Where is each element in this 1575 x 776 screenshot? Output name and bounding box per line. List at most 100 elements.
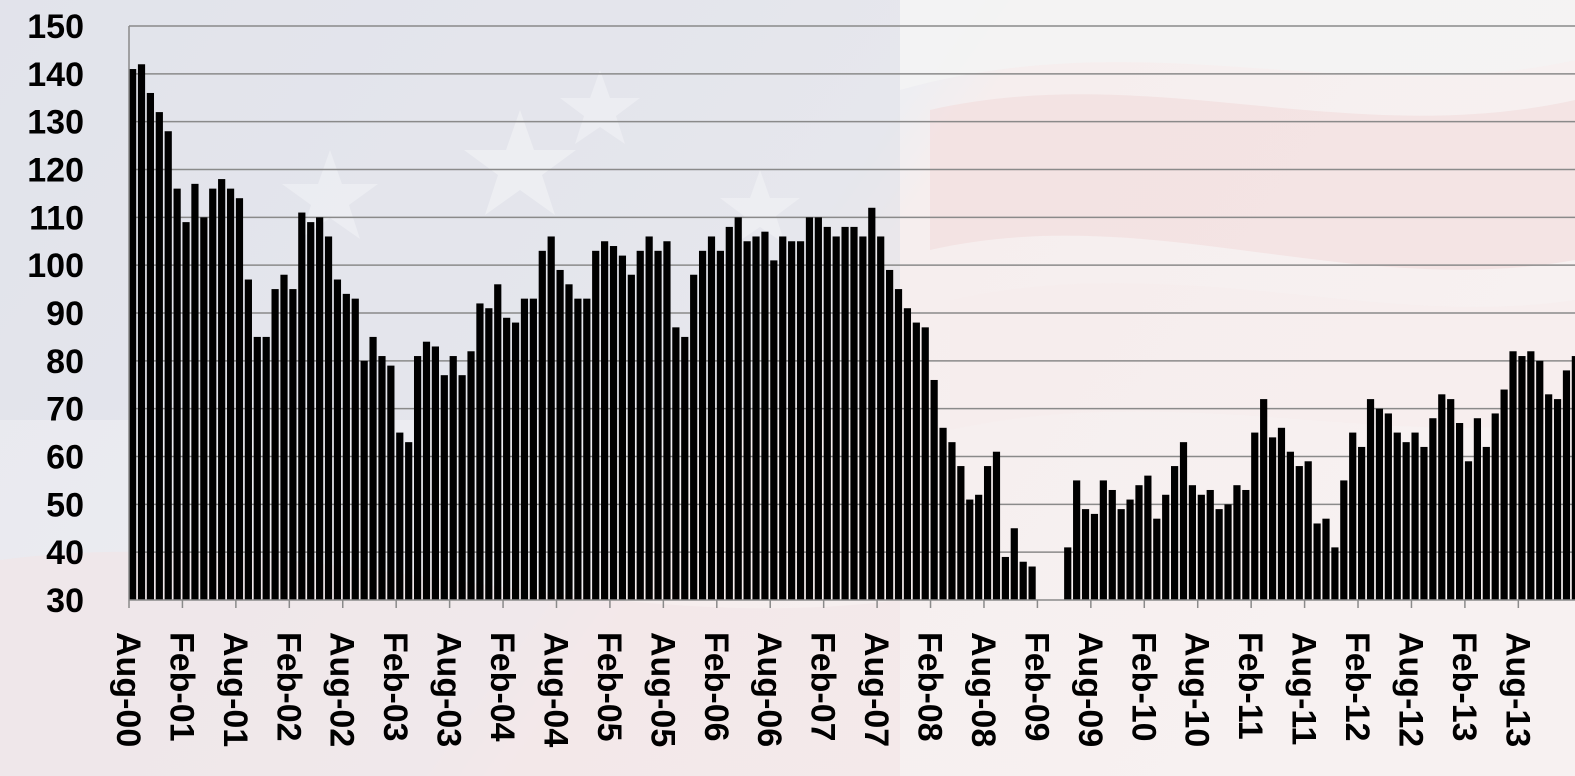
bar	[146, 92, 155, 600]
bar	[752, 236, 760, 600]
bar	[342, 293, 350, 600]
bar	[1242, 489, 1250, 600]
bar	[387, 365, 395, 600]
bar	[592, 250, 600, 600]
x-tick-label: Aug-07	[857, 632, 895, 747]
bar	[645, 236, 653, 600]
bar	[1545, 394, 1553, 600]
bar	[1455, 423, 1464, 600]
bar	[556, 269, 564, 600]
bar	[1019, 561, 1027, 600]
bar	[1438, 394, 1446, 600]
bar	[271, 289, 279, 600]
bar	[351, 298, 359, 600]
bar	[226, 188, 235, 600]
x-tick-label: Feb-03	[376, 632, 414, 742]
bar	[859, 236, 867, 600]
bar	[235, 198, 244, 600]
bar	[1482, 446, 1490, 600]
bars	[129, 64, 1575, 601]
bar	[1518, 356, 1526, 600]
bar	[1073, 480, 1081, 600]
bar	[672, 327, 680, 600]
x-tick-label: Aug-13	[1498, 632, 1536, 747]
bar	[431, 346, 439, 600]
bar	[182, 222, 190, 600]
bar	[939, 427, 947, 600]
bar	[1322, 518, 1330, 600]
bar	[698, 250, 707, 600]
bar	[298, 212, 306, 601]
bar	[244, 279, 252, 600]
bar	[761, 231, 769, 600]
bar	[422, 341, 431, 600]
y-tick-label: 150	[27, 8, 84, 46]
x-tick-label: Aug-03	[430, 632, 468, 747]
bar	[1064, 547, 1072, 600]
bar	[1304, 461, 1312, 600]
bar	[449, 356, 457, 600]
x-tick-label: Feb-07	[804, 632, 842, 742]
bar	[413, 356, 422, 600]
bar	[1553, 399, 1562, 600]
bar	[1001, 556, 1009, 600]
bar	[316, 217, 324, 600]
bar	[405, 442, 413, 600]
bar	[1473, 418, 1482, 600]
bar	[485, 308, 493, 600]
bar	[1491, 413, 1499, 600]
bar	[1206, 489, 1214, 600]
bar	[1286, 451, 1294, 600]
bar	[1384, 413, 1392, 600]
y-tick-label: 130	[27, 104, 84, 142]
bar	[1366, 399, 1375, 600]
bar	[253, 336, 261, 600]
bar	[1260, 399, 1268, 600]
bar	[280, 274, 288, 600]
bar	[378, 356, 386, 600]
bar	[1402, 442, 1410, 600]
bar	[1331, 547, 1339, 600]
bar	[1179, 442, 1188, 600]
bar	[467, 351, 475, 600]
bar	[1277, 427, 1286, 600]
x-tick-label: Aug-04	[536, 632, 574, 747]
bar	[841, 226, 849, 600]
bar	[1188, 485, 1197, 600]
bar	[307, 222, 315, 600]
bar	[823, 226, 831, 600]
bar	[262, 336, 270, 600]
bar	[707, 236, 716, 600]
bar	[886, 269, 894, 600]
bar	[618, 255, 627, 600]
bar	[1429, 418, 1437, 600]
bar	[1153, 518, 1161, 600]
bar	[529, 298, 537, 600]
bar	[155, 112, 163, 600]
bar	[983, 466, 992, 600]
bar	[912, 322, 920, 600]
bar	[779, 236, 787, 600]
bar	[1411, 432, 1419, 600]
bar	[1349, 432, 1357, 600]
bar	[1090, 513, 1099, 600]
x-tick-label: Feb-11	[1231, 632, 1269, 740]
bar	[476, 303, 484, 600]
axes	[128, 26, 1575, 608]
bar	[1358, 446, 1366, 600]
bar	[369, 336, 377, 600]
bar	[921, 327, 929, 600]
bar	[1215, 509, 1223, 600]
y-tick-label: 60	[46, 439, 84, 477]
bar	[1162, 494, 1170, 600]
bar	[1393, 432, 1401, 600]
bar	[520, 298, 529, 600]
bar	[832, 236, 840, 600]
bar	[796, 241, 805, 600]
bar	[209, 188, 217, 600]
bar	[440, 375, 448, 600]
y-tick-label: 50	[46, 486, 84, 524]
x-tick-label: Aug-10	[1178, 632, 1216, 747]
bar	[1313, 523, 1321, 600]
